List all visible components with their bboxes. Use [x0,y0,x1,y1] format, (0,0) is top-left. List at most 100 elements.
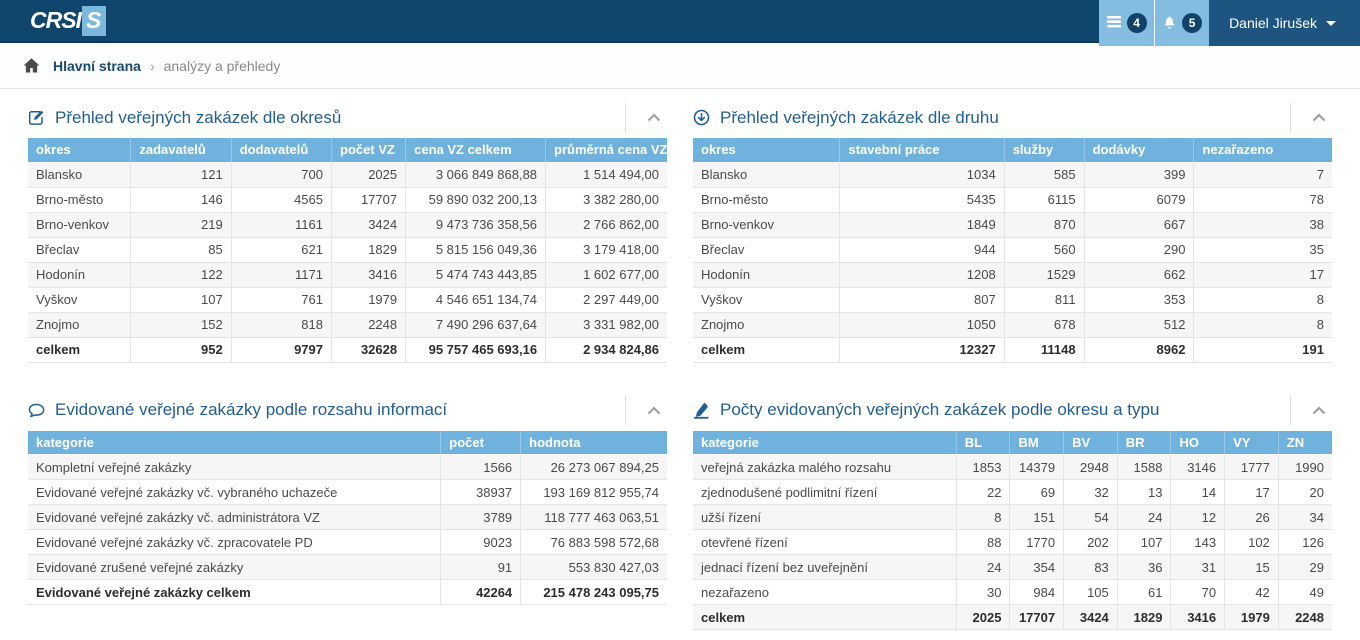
notifications-button[interactable]: 5 [1154,0,1210,46]
table-cell: 12 [1170,504,1225,530]
panel-controls [1290,392,1332,429]
breadcrumb-home-link[interactable]: Hlavní strana [53,57,141,74]
column-header: ZN [1277,430,1332,455]
panel-controls [1290,99,1332,136]
collapse-chevron-icon[interactable] [641,402,667,419]
column-header: počet [440,430,521,455]
table-cell: Vyškov [693,287,840,313]
table-cell: 17 [1224,479,1279,505]
user-menu[interactable]: Daniel Jirušek [1209,0,1360,46]
arrow-circle-down-icon [693,109,711,127]
table-cell: 399 [1083,162,1194,188]
table-cell: 5 815 156 049,36 [405,237,546,263]
table-cell: 85 [130,237,232,263]
table-cell: 8 [1193,287,1332,313]
table-cell: 1829 [330,237,406,263]
collapse-chevron-icon[interactable] [1306,109,1332,126]
table-cell: 667 [1083,212,1194,238]
table-cell: 3416 [330,262,406,288]
table-cell: Evidované veřejné zakázky vč. zpracovate… [28,529,441,555]
table-cell: 2 934 824,86 [545,336,667,363]
table-row: Kompletní veřejné zakázky 1566 26 273 067 … [28,454,667,480]
breadcrumb-separator: › [149,57,155,74]
table-cell: 17 [1193,262,1332,288]
table-cell: 944 [839,237,1005,263]
table-cell: 5435 [839,187,1005,213]
table-cell: 76 883 598 572,68 [520,529,667,555]
column-header: BR [1116,430,1171,455]
table-cell: 1849 [839,212,1005,238]
table-row: Blansko 121 700 2025 3 066 849 868,88 1 514 4… [28,162,667,188]
table-cell: 143 [1170,529,1225,555]
panel-header: Přehled veřejných zakázek dle druhu [693,99,1332,136]
table-cell: Vyškov [28,287,131,313]
total-row: celkem 12327 11148 8962 191 [693,336,1332,363]
panel-recorded-by-info-scope: Evidované veřejné zakázky podle rozsahu … [28,392,667,631]
column-header: okres [693,138,840,163]
table-row: Brno-město 5435 6115 6079 78 [693,187,1332,213]
table-cell: 193 169 812 955,74 [520,479,667,505]
table-cell: 152 [130,312,232,338]
table-cell: 30 [955,579,1010,605]
home-icon[interactable] [23,58,40,74]
pen-icon [693,401,711,419]
table-cell: 1566 [440,454,521,480]
table-cell: 118 777 463 063,51 [520,504,667,530]
chevron-down-icon [1326,20,1336,26]
app-logo[interactable]: CRSI S [0,0,107,41]
table-cell: 14379 [1009,454,1064,480]
table-cell: 9 473 736 358,56 [405,212,546,238]
divider [625,102,626,133]
table-cell: 20 [1277,479,1332,505]
column-header: dodávky [1083,138,1194,163]
table-row: Vyškov 107 761 1979 4 546 651 134,74 2 297 44… [28,287,667,313]
table-cell: 3424 [330,212,406,238]
table-cell: celkem [28,336,131,363]
counts-table: kategorie BL BM BV BR HO VY ZN veřejná zakázka m… [693,430,1332,630]
panel-title: Počty evidovaných veřejných zakázek podl… [720,400,1160,419]
table-cell: 13 [1116,479,1171,505]
bell-icon [1162,15,1177,32]
breadcrumb: Hlavní strana › analýzy a přehledy [0,43,1360,89]
table-cell: 7 490 296 637,64 [405,312,546,338]
notifications-badge: 5 [1182,13,1203,33]
table-row: Evidované zrušené veřejné zakázky 91 553 8… [28,554,667,580]
table-cell: 22 [955,479,1010,505]
logo-accent-block: S [81,5,107,36]
table-cell: 107 [1116,529,1171,555]
logo-text: CRSI S [30,5,107,36]
table-row: veřejná zakázka malého rozsahu 1853 14379 2… [693,454,1332,480]
table-cell: 3 382 280,00 [545,187,667,213]
navbar-right-group: 4 5 Daniel Jirušek [1099,0,1360,46]
collapse-chevron-icon[interactable] [641,109,667,126]
column-header: kategorie [28,430,441,455]
table-cell: 818 [230,312,332,338]
edit-icon [28,109,46,127]
table-cell: 6079 [1083,187,1194,213]
table-cell: 219 [130,212,232,238]
column-header: kategorie [693,430,957,455]
column-header: VY [1224,430,1279,455]
panel-overview-by-type: Přehled veřejných zakázek dle druhu okre… [693,99,1332,363]
table-cell: Břeclav [693,237,840,263]
column-header: průměrná cena VZ [545,138,667,163]
column-header: BL [955,430,1010,455]
table-cell: užší řízení [693,504,957,530]
table-cell: 105 [1063,579,1118,605]
table-cell: 95 757 465 693,16 [405,336,546,363]
table-cell: 107 [130,287,232,313]
table-row: Brno-město 146 4565 17707 59 890 032 200,13 3… [28,187,667,213]
table-cell: 3146 [1170,454,1225,480]
messages-button[interactable]: 4 [1099,0,1155,46]
column-header: počet VZ [330,138,406,163]
table-cell: Brno-venkov [693,212,840,238]
collapse-chevron-icon[interactable] [1306,402,1332,419]
table-cell: 3789 [440,504,521,530]
table-cell: 91 [440,554,521,580]
table-cell: 102 [1224,529,1279,555]
table-cell: 38937 [440,479,521,505]
column-header: nezařazeno [1193,138,1332,163]
table-cell: 215 478 243 095,75 [520,579,667,605]
table-cell: 202 [1063,529,1118,555]
table-row: Hodonín 122 1171 3416 5 474 743 443,85 1 602 … [28,262,667,288]
